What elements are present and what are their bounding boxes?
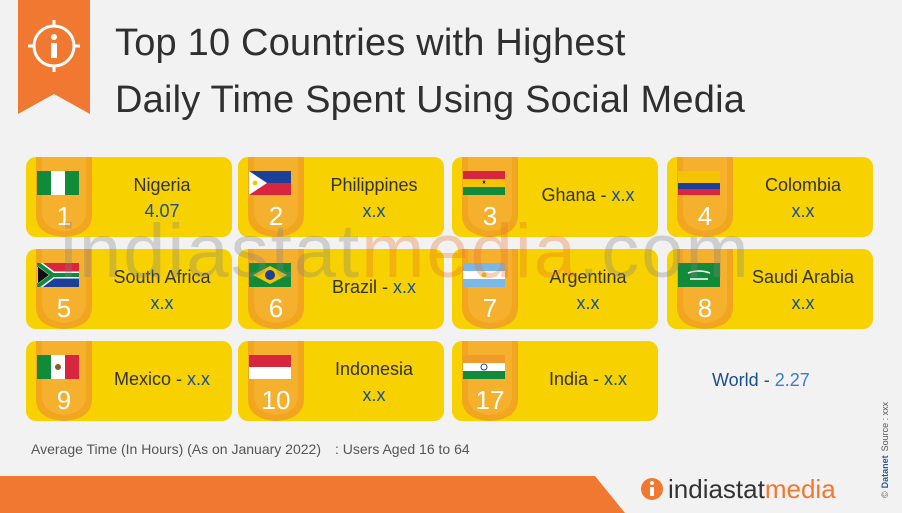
country-card-argentina: 7 Argentina x.x bbox=[452, 249, 658, 329]
page-title-line-1: Top 10 Countries with Highest bbox=[115, 22, 626, 64]
country-name: Colombia bbox=[764, 175, 842, 195]
philippines-flag-icon bbox=[249, 171, 291, 195]
saudi-arabia-flag-icon bbox=[678, 263, 720, 287]
source-credit: © Datanet Source : xxx bbox=[880, 401, 890, 498]
rank-number: 7 bbox=[482, 293, 498, 323]
country-label: India - x.x bbox=[522, 369, 654, 390]
colombia-flag-icon bbox=[678, 171, 720, 195]
rank-number: 2 bbox=[268, 201, 284, 231]
country-card-india: 17 India - x.x bbox=[452, 341, 658, 421]
rank-number: 17 bbox=[475, 385, 505, 415]
country-name: Ghana bbox=[541, 185, 596, 205]
country-name: Indonesia bbox=[334, 359, 414, 379]
country-value: x.x bbox=[791, 201, 815, 221]
country-card-mexico: 9 Mexico - x.x bbox=[26, 341, 232, 421]
country-label: Brazil - x.x bbox=[308, 277, 440, 298]
world-average: World - 2.27 bbox=[712, 370, 810, 391]
country-name: South Africa bbox=[113, 267, 211, 287]
country-name: Nigeria bbox=[133, 175, 191, 195]
country-label: Ghana - x.x bbox=[522, 185, 654, 206]
footer-notch bbox=[585, 476, 625, 513]
country-value: x.x bbox=[150, 293, 174, 313]
country-card-ghana: 3 Ghana - x.x bbox=[452, 157, 658, 237]
page-title-line-2: Daily Time Spent Using Social Media bbox=[115, 79, 746, 121]
rank-number: 4 bbox=[697, 201, 713, 231]
country-value: x.x bbox=[362, 385, 386, 405]
country-name: Saudi Arabia bbox=[751, 267, 855, 287]
country-value: x.x bbox=[611, 185, 635, 205]
brand-part1: indiastat bbox=[668, 474, 765, 504]
world-separator: - bbox=[758, 370, 775, 390]
world-label: World bbox=[712, 370, 759, 390]
country-value: x.x bbox=[791, 293, 815, 313]
brand-part2: media bbox=[764, 474, 836, 504]
country-name: India bbox=[548, 369, 589, 389]
separator: - bbox=[595, 185, 612, 205]
separator: - bbox=[171, 369, 187, 389]
separator: - bbox=[588, 369, 605, 389]
country-value: 4.07 bbox=[144, 201, 180, 221]
country-card-philippines: 2 Philippines x.x bbox=[238, 157, 444, 237]
source-text: Source : xxx bbox=[880, 401, 890, 451]
indonesia-flag-icon bbox=[249, 355, 291, 379]
south-africa-flag-icon bbox=[37, 263, 79, 287]
rank-number: 3 bbox=[482, 201, 498, 231]
world-value: 2.27 bbox=[774, 370, 810, 390]
country-card-nigeria: 1 Nigeria 4.07 bbox=[26, 157, 232, 237]
copyright-symbol: © bbox=[880, 491, 890, 498]
rank-number: 10 bbox=[261, 385, 291, 415]
country-card-saudi-arabia: 8 Saudi Arabia x.x bbox=[667, 249, 873, 329]
separator: - bbox=[377, 277, 393, 297]
rank-number: 6 bbox=[268, 293, 284, 323]
country-name: Brazil bbox=[331, 277, 377, 297]
info-ribbon bbox=[18, 0, 90, 114]
country-label: Mexico - x.x bbox=[96, 369, 228, 390]
svg-text:©DatanetSource : xxx: © Datanet Source : xxx bbox=[880, 401, 890, 498]
country-value: x.x bbox=[393, 277, 417, 297]
ghana-flag-icon bbox=[463, 171, 505, 195]
country-value: x.x bbox=[362, 201, 386, 221]
country-name: Mexico bbox=[113, 369, 171, 389]
india-flag-icon bbox=[463, 355, 505, 379]
brand-name: indiastatmedia bbox=[668, 474, 836, 505]
brazil-flag-icon bbox=[249, 263, 291, 287]
nigeria-flag-icon bbox=[37, 171, 79, 195]
rank-number: 8 bbox=[697, 293, 713, 323]
rank-number: 9 bbox=[56, 385, 72, 415]
country-value: x.x bbox=[576, 293, 600, 313]
rank-number: 1 bbox=[56, 201, 72, 231]
country-value: x.x bbox=[604, 369, 628, 389]
country-name: Argentina bbox=[549, 267, 627, 287]
country-card-colombia: 4 Colombia x.x bbox=[667, 157, 873, 237]
rank-number: 5 bbox=[56, 293, 72, 323]
country-card-brazil: 6 Brazil - x.x bbox=[238, 249, 444, 329]
country-card-indonesia: 10 Indonesia x.x bbox=[238, 341, 444, 421]
footnote-units: Average Time (In Hours) (As on January 2… bbox=[31, 441, 321, 457]
footnote-users: : Users Aged 16 to 64 bbox=[335, 441, 470, 457]
country-value: x.x bbox=[187, 369, 211, 389]
source-brand: Datanet bbox=[880, 455, 890, 488]
country-card-south-africa: 5 South Africa x.x bbox=[26, 249, 232, 329]
mexico-flag-icon bbox=[37, 355, 79, 379]
argentina-flag-icon bbox=[463, 263, 505, 287]
country-name: Philippines bbox=[330, 175, 418, 195]
footnote: Average Time (In Hours) (As on January 2… bbox=[31, 441, 470, 457]
brand-info-icon bbox=[641, 478, 663, 500]
footer-bar bbox=[0, 476, 585, 513]
